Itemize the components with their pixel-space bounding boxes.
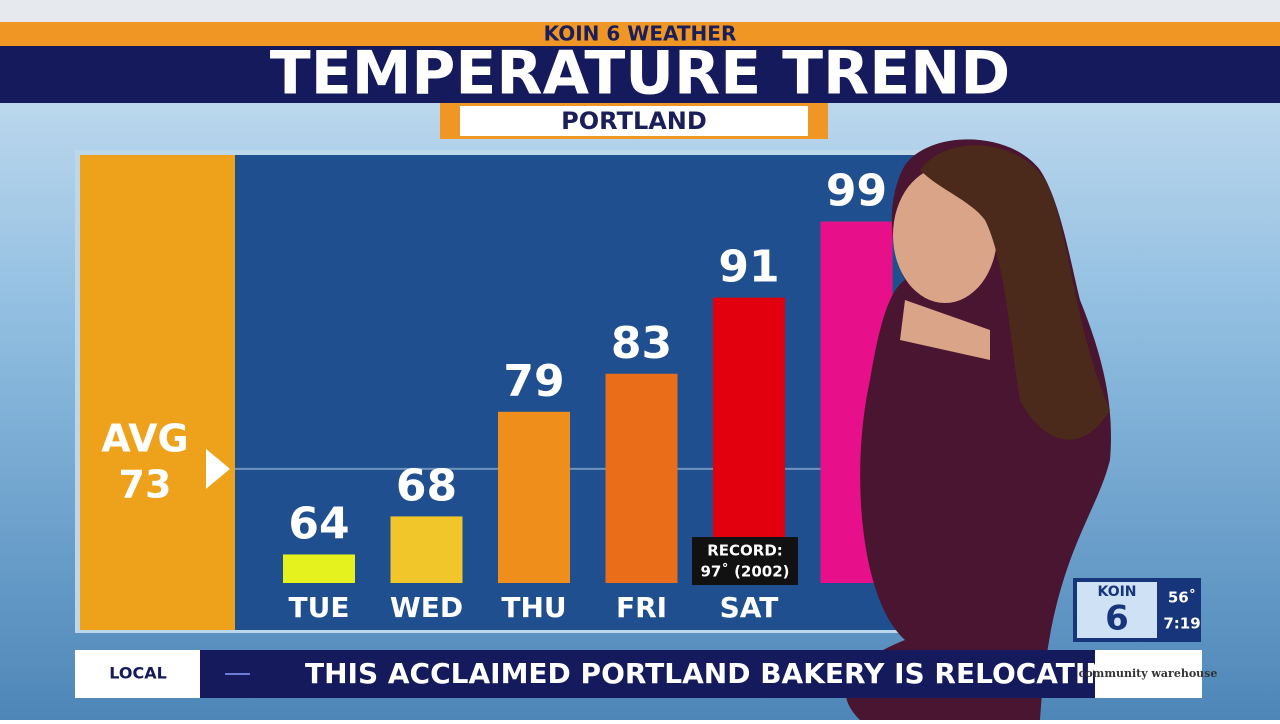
x-tick-label: FRI: [616, 591, 667, 624]
location-box: [460, 106, 808, 136]
average-arrow: [206, 448, 230, 489]
ticker-headline: THIS ACCLAIMED PORTLAND BAKERY IS RELOCA…: [305, 657, 1132, 690]
sponsor-box: [1095, 650, 1202, 698]
bug-station: KOIN: [1097, 584, 1136, 600]
average-value: 73: [119, 462, 172, 506]
ticker-tag: LOCAL: [109, 664, 167, 683]
x-tick-label: SAT: [720, 591, 779, 624]
location: PORTLAND: [561, 107, 707, 135]
title: TEMPERATURE TREND: [270, 39, 1010, 109]
value-label: 99: [826, 166, 887, 217]
sponsor: community warehouse: [1079, 667, 1218, 680]
bar: [283, 554, 355, 583]
bug-time: 7:19: [1163, 615, 1200, 633]
record-label: RECORD:: [707, 542, 783, 560]
ticker-clip: THIS ACCLAIMED PORTLAND BAKERY IS RELOCA…: [305, 657, 1132, 690]
station-band: [0, 22, 1280, 46]
average-column: [80, 155, 235, 630]
bar: [713, 297, 785, 583]
ticker-band: [200, 650, 1095, 698]
presenter-hair: [920, 145, 1110, 440]
x-tick-label: TUE: [289, 591, 350, 624]
average-label: AVG: [101, 416, 188, 460]
bug-logo: [1077, 582, 1157, 638]
station-name: KOIN 6 WEATHER: [544, 22, 737, 46]
bar: [390, 516, 463, 583]
chart-area: [235, 155, 925, 630]
record-box: [692, 537, 798, 585]
record-text: 97˚ (2002): [700, 563, 789, 581]
bar: [498, 411, 570, 583]
value-label: 68: [396, 460, 457, 511]
x-tick-label: THU: [501, 591, 566, 624]
value-label: 91: [718, 242, 779, 293]
bug-temperature: 56˚: [1168, 589, 1196, 607]
x-tick-label: WED: [390, 591, 463, 624]
ticker-tag-box: [75, 650, 200, 698]
top-strip: [0, 0, 1280, 22]
value-label: 79: [503, 356, 564, 407]
bar: [605, 373, 678, 583]
bug-channel: 6: [1105, 599, 1129, 639]
presenter-neck: [900, 300, 990, 360]
title-band: [0, 46, 1280, 103]
value-label: 83: [611, 318, 672, 369]
value-label: 64: [288, 498, 349, 549]
